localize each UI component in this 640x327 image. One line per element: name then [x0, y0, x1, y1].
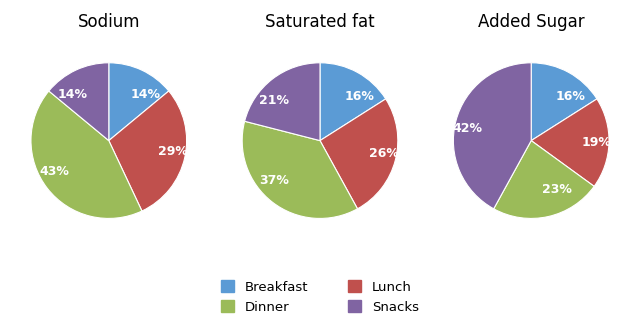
- Wedge shape: [109, 91, 187, 211]
- Text: 42%: 42%: [452, 122, 482, 134]
- Wedge shape: [320, 99, 398, 209]
- Wedge shape: [320, 63, 386, 141]
- Wedge shape: [493, 141, 594, 218]
- Wedge shape: [49, 63, 109, 141]
- Text: 21%: 21%: [259, 94, 289, 107]
- Wedge shape: [242, 121, 358, 218]
- Text: 16%: 16%: [556, 90, 586, 103]
- Wedge shape: [31, 91, 142, 218]
- Wedge shape: [244, 63, 320, 141]
- Text: 29%: 29%: [158, 145, 188, 158]
- Text: 43%: 43%: [39, 165, 69, 178]
- Title: Sodium: Sodium: [77, 13, 140, 31]
- Wedge shape: [531, 63, 597, 141]
- Text: 26%: 26%: [369, 147, 399, 160]
- Text: 16%: 16%: [344, 90, 374, 103]
- Legend: Breakfast, Dinner, Lunch, Snacks: Breakfast, Dinner, Lunch, Snacks: [214, 274, 426, 320]
- Wedge shape: [531, 99, 609, 186]
- Text: 14%: 14%: [131, 88, 161, 101]
- Text: 23%: 23%: [542, 183, 572, 197]
- Title: Added Sugar: Added Sugar: [478, 13, 584, 31]
- Text: 37%: 37%: [259, 174, 289, 187]
- Title: Saturated fat: Saturated fat: [265, 13, 375, 31]
- Text: 19%: 19%: [582, 136, 612, 149]
- Text: 14%: 14%: [57, 88, 87, 101]
- Wedge shape: [453, 63, 531, 209]
- Wedge shape: [109, 63, 169, 141]
